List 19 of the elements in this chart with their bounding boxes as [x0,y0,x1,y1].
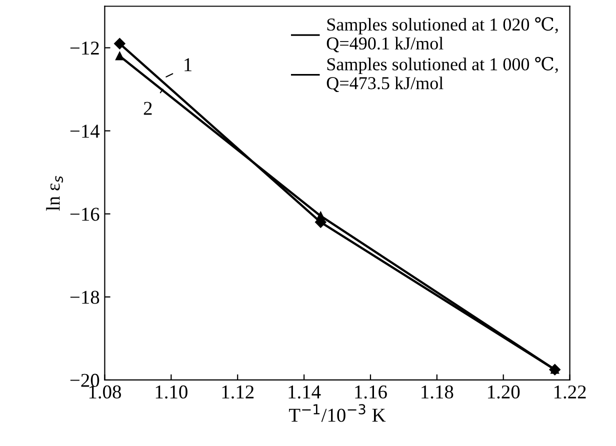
x-tick-label: 1.12 [222,385,254,399]
legend-label: Samples solutioned at 1 020 ℃, Q=490.1 kJ/mol [326,17,558,52]
y-tick-label: −18 [70,290,100,304]
x-tick-label: 1.16 [355,385,387,399]
annotation: 1 [184,58,192,72]
y-tick-label: −16 [70,208,100,221]
y-axis-title: ln ε$_{s}$ [46,176,64,211]
y-tick-label: −14 [70,124,100,138]
x-tick-label: 1.10 [156,385,188,399]
x-tick-label: 1.14 [288,386,321,399]
x-tick-label: 1.20 [488,385,520,399]
legend-label: Samples solutioned at 1 000 ℃, Q=473.5 kJ/mol [326,56,558,92]
x-tick-label: 1.08 [89,385,121,399]
x-tick-label: 1.22 [554,385,586,399]
x-tick-label: 1.18 [422,385,454,399]
y-tick-label: −12 [70,42,99,55]
y-tick-label: −20 [70,374,100,387]
annotation: 2 [144,102,152,115]
x-axis-title: T$^{−1}$/10$^{−3}$ K [289,404,386,422]
